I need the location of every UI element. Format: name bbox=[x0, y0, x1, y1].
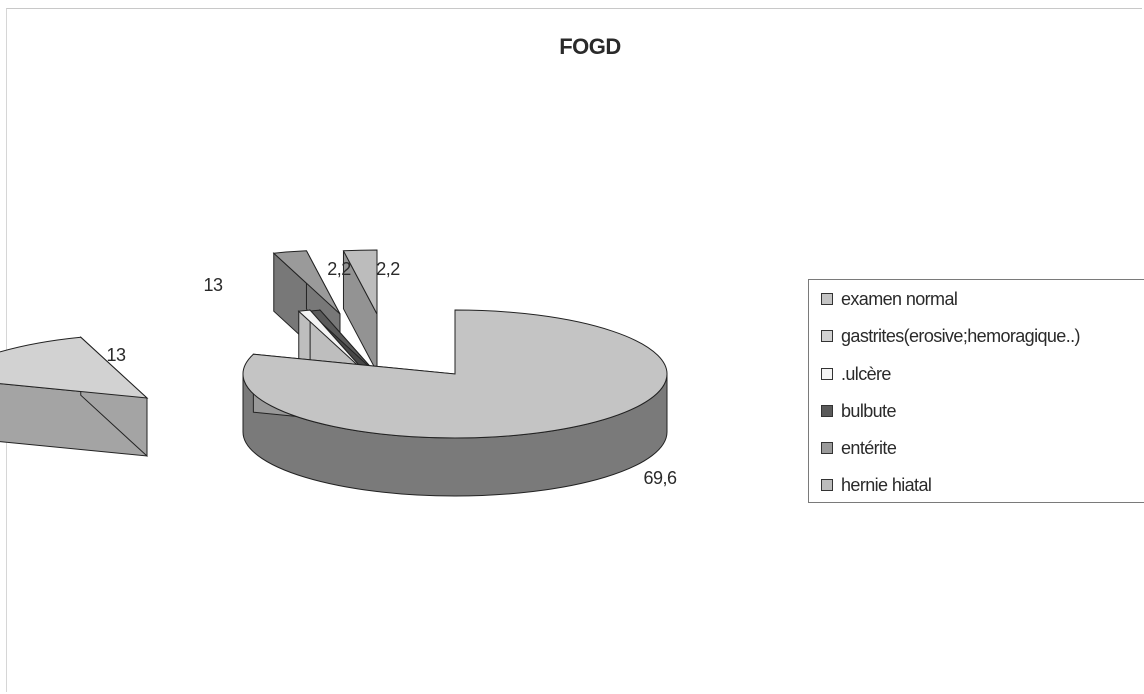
legend-item: bulbute bbox=[821, 399, 896, 423]
legend-swatch bbox=[821, 293, 833, 305]
legend: examen normal gastrites(erosive;hemoragiq… bbox=[808, 279, 1144, 503]
legend-label: .ulcère bbox=[841, 363, 891, 384]
legend-item: gastrites(erosive;hemoragique..) bbox=[821, 324, 1081, 348]
data-label-1b: 13 bbox=[203, 275, 223, 295]
chart-title: FOGD bbox=[559, 34, 621, 59]
pie-slice-0 bbox=[242, 309, 668, 497]
legend-swatch bbox=[821, 330, 833, 342]
data-label-0: 69,6 bbox=[643, 468, 677, 488]
legend-label: examen normal bbox=[841, 288, 958, 309]
legend-label: entérite bbox=[841, 437, 897, 458]
data-label-4: 2,2 bbox=[327, 259, 351, 279]
data-label-1: 13 bbox=[106, 345, 126, 365]
legend-swatch bbox=[821, 368, 833, 380]
legend-swatch bbox=[821, 405, 833, 417]
data-label-5: 2,2 bbox=[376, 259, 400, 279]
legend-item: examen normal bbox=[821, 287, 958, 311]
pie-slice-5 bbox=[342, 249, 378, 373]
legend-label: bulbute bbox=[841, 400, 896, 421]
legend-label: gastrites(erosive;hemoragique..) bbox=[841, 325, 1081, 346]
legend-swatch bbox=[821, 479, 833, 491]
legend-label: hernie hiatal bbox=[841, 474, 932, 495]
legend-item: entérite bbox=[821, 436, 897, 460]
pie-slice-1 bbox=[0, 336, 149, 458]
legend-item: hernie hiatal bbox=[821, 473, 932, 497]
legend-item: .ulcère bbox=[821, 362, 891, 386]
legend-swatch bbox=[821, 442, 833, 454]
